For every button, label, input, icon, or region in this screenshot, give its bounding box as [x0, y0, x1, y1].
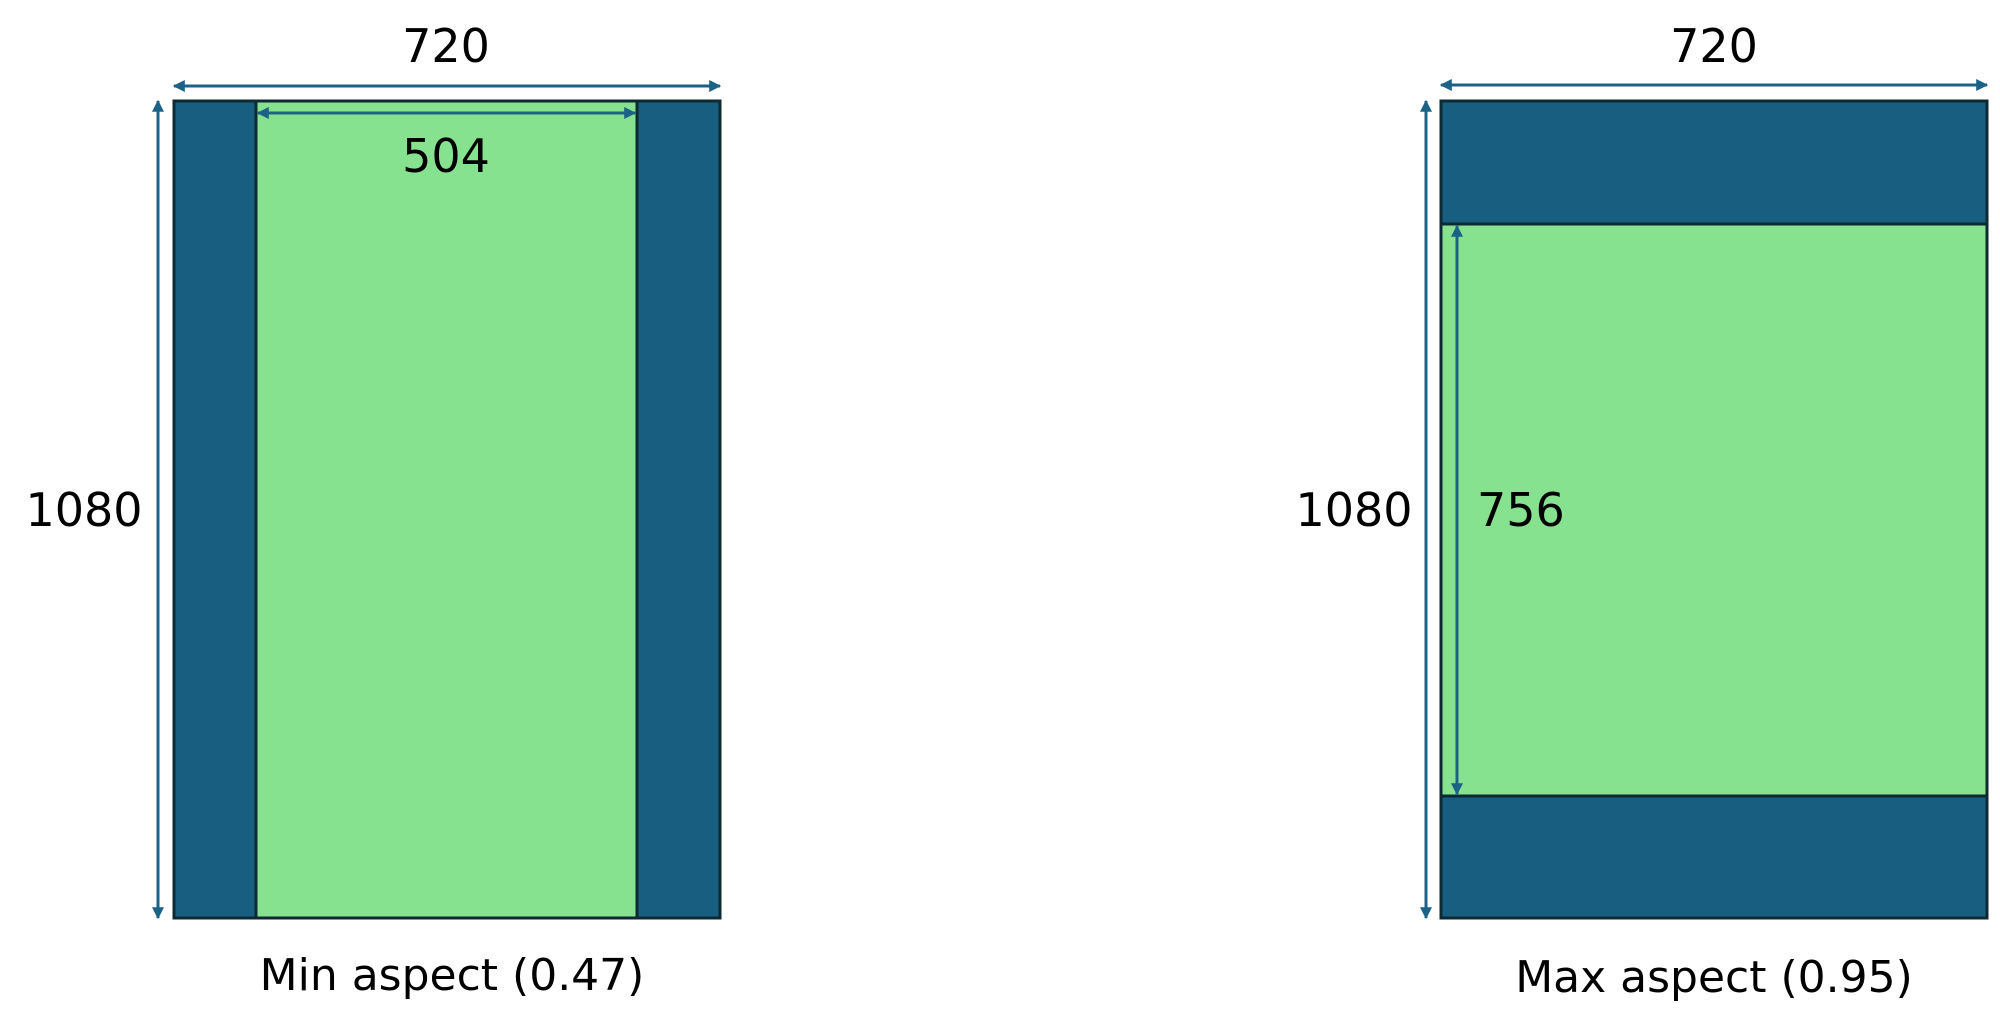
max-aspect-caption: Max aspect (0.95) [1515, 952, 1913, 1003]
min-aspect-panel: 720 1080 504 Min aspect (0.47) [25, 19, 722, 1001]
max-inner-crop [1439, 222, 1989, 798]
min-width-label: 720 [402, 19, 490, 73]
min-inner-crop [254, 99, 639, 920]
max-aspect-panel: 720 1080 756 Max aspect (0.95) [1295, 19, 1989, 1003]
min-inner-width-label: 504 [402, 129, 490, 183]
max-width-label: 720 [1670, 19, 1758, 73]
max-height-label: 1080 [1295, 483, 1412, 537]
min-height-label: 1080 [25, 483, 142, 537]
max-inner-height-label: 756 [1477, 483, 1565, 537]
min-aspect-caption: Min aspect (0.47) [260, 950, 645, 1001]
